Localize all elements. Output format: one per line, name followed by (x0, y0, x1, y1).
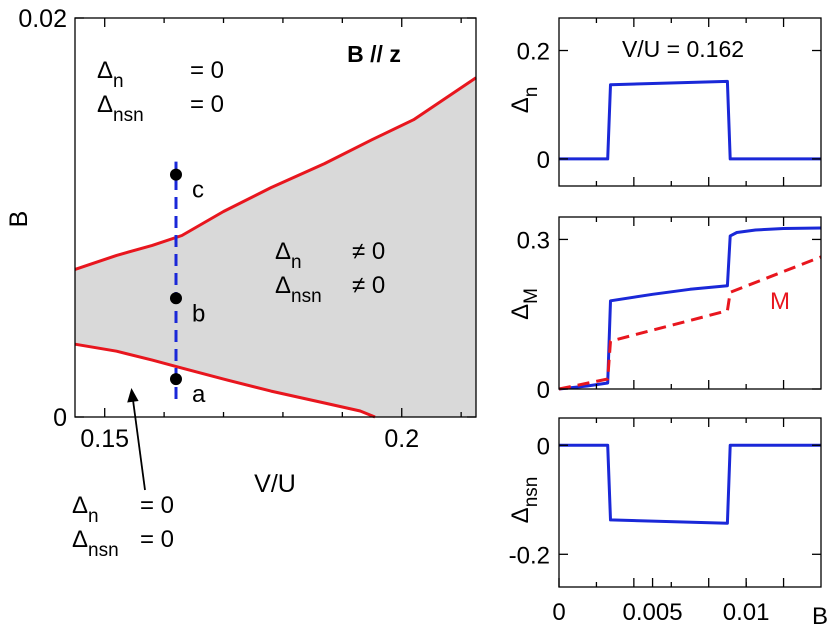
series-line-m (558, 226, 822, 391)
series-line-upper-boundary (74, 76, 477, 271)
panel-y-label: Δnsn (507, 477, 542, 524)
panel-title: V/U = 0.162 (622, 36, 744, 62)
point-label-a: a (192, 381, 206, 408)
annotation-sub: nsn (291, 286, 322, 307)
tick-label: 0.005 (623, 599, 683, 626)
series-line-lower-boundary (74, 342, 376, 419)
annotation-delta-symbol: Δ (97, 57, 113, 84)
annotation-delta-symbol: Δ (275, 272, 291, 299)
annotation-sub: nsn (88, 540, 119, 561)
annotation-lower-state: Δn = 0 Δnsn = 0 (72, 388, 174, 561)
panel-frame (558, 216, 822, 390)
tick-label: 0 (53, 404, 67, 432)
tick-label: -0.2 (509, 542, 550, 569)
phase-diagram: 0.15 0.2 0 0.02 a b c B // z V/U B Δn = 0 Δns… (5, 5, 477, 561)
panel-y-label: ΔM (507, 288, 542, 320)
annotation-sub: n (291, 252, 302, 273)
point-label-b: b (192, 300, 205, 327)
annotation-delta-symbol: Δ (275, 238, 291, 265)
svg-text:Δnsn: Δnsn (72, 526, 119, 561)
phase-points: a b c (169, 168, 206, 408)
annotation-arrow-shaft (132, 399, 146, 491)
annotation-ordered-state: Δn ≠ 0 Δnsn ≠ 0 (275, 238, 385, 307)
tick-label: 0.2 (517, 39, 550, 66)
annotation-sub: n (113, 71, 124, 92)
annotation-delta-symbol: Δ (97, 91, 113, 118)
phase-y-label: B (5, 211, 33, 228)
tick-label: 0.02 (18, 5, 67, 33)
phase-x-label: V/U (254, 470, 296, 498)
phase-title: B // z (347, 41, 401, 67)
panel-ticks: 0 -0.2 0 0.005 0.01 (509, 418, 821, 626)
annotation-value: = 0 (140, 526, 174, 553)
annotation-value: = 0 (190, 57, 224, 84)
panel-frame (558, 17, 822, 187)
series-label-m: M (770, 288, 790, 315)
point-label-c: c (192, 177, 204, 204)
annotation-sub: n (88, 506, 99, 527)
phase-ticks: 0.15 0.2 0 0.02 (18, 5, 476, 453)
svg-text:Δnsn: Δnsn (275, 272, 322, 307)
panel-y-label: Δn (507, 87, 542, 114)
svg-text:Δn: Δn (97, 57, 124, 92)
annotation-value: ≠ 0 (352, 272, 385, 299)
svg-text:Δn: Δn (275, 238, 302, 273)
tick-label: 0.2 (384, 425, 419, 453)
panel-ticks: 00.2 (517, 18, 821, 186)
annotation-value: = 0 (190, 91, 224, 118)
annotation-normal-state: Δn = 0 Δnsn = 0 (97, 57, 224, 126)
tick-label: 0 (537, 147, 550, 174)
point-a (169, 373, 182, 386)
annotation-arrow-head (127, 388, 139, 403)
panel-delta-nsn: 0 -0.2 0 0.005 0.01 Δnsn B (507, 417, 828, 630)
annotation-delta-symbol: Δ (72, 526, 88, 553)
annotation-sub: nsn (113, 105, 144, 126)
svg-text:Δnsn: Δnsn (97, 91, 144, 126)
panel-frame (558, 417, 822, 588)
series-line-n (559, 79, 821, 161)
tick-label: 0 (537, 433, 550, 460)
tick-label: 0 (552, 599, 565, 626)
tick-label: 0.01 (723, 599, 770, 626)
annotation-value: = 0 (140, 492, 174, 519)
point-c (169, 168, 182, 181)
svg-text:Δn: Δn (72, 492, 99, 527)
tick-label: 0 (537, 377, 550, 404)
panel-x-label: B (812, 603, 828, 630)
tick-label: 0.3 (517, 227, 550, 254)
panel-delta-m: 00.3 M ΔM (507, 216, 822, 404)
point-b (169, 292, 182, 305)
series-line-m (558, 255, 822, 391)
phase-plot-frame (74, 17, 477, 418)
panel-ticks: 00.3 (517, 217, 821, 404)
series-line-nsn (559, 443, 821, 525)
annotation-value: ≠ 0 (352, 238, 385, 265)
panel-delta-n: 00.2 V/U = 0.162 Δn (507, 17, 822, 187)
tick-label: 0.15 (80, 425, 129, 453)
annotation-delta-symbol: Δ (72, 492, 88, 519)
